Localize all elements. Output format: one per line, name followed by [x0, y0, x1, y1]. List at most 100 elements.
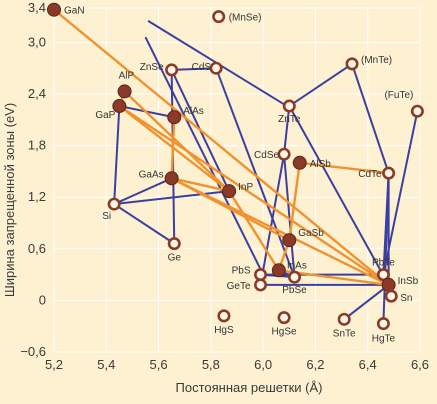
point-marker	[164, 171, 179, 186]
blue-link	[171, 67, 217, 71]
tick-labels: 5,2 5,4 5,6 5,8 6,0 6,2 6,4 6,6 3,4 3,0 2,4 1,8 1,2 0…	[20, 0, 429, 372]
point-marker	[167, 110, 182, 125]
point-label: AlAs	[183, 106, 204, 117]
point-marker	[288, 270, 302, 284]
point-marker	[167, 237, 181, 251]
point-marker	[254, 268, 268, 282]
point-marker	[254, 278, 268, 292]
point-label: Sn	[400, 293, 412, 304]
point-marker	[117, 84, 132, 99]
point-label: GeTe	[227, 281, 251, 292]
point-label: GaSb	[298, 228, 324, 239]
point-marker	[112, 99, 127, 114]
y-tick-label: 1,2	[28, 189, 46, 204]
x-tick-label: 6,2	[306, 357, 324, 372]
point-marker	[292, 155, 307, 170]
point-marker	[277, 147, 291, 161]
point-label: CdSe	[254, 150, 279, 161]
point-label: (MnSe)	[229, 13, 262, 24]
point-marker	[337, 312, 351, 326]
point-marker	[382, 166, 396, 180]
point-label: (MnTe)	[361, 55, 392, 66]
point-label: HgSe	[272, 327, 297, 338]
point-label: InSb	[398, 276, 419, 287]
data-points: GaN (MnSe) ZnSe CdS (MnTe) AlP ZnTe (FuTe) GaP Al…	[47, 2, 424, 345]
orange-link	[288, 162, 301, 241]
point-label: CdTe	[358, 169, 382, 180]
orange-link	[123, 90, 230, 193]
blue-link	[113, 177, 173, 205]
point-label: GaP	[95, 110, 115, 121]
blue-link	[351, 63, 390, 174]
point-marker	[410, 104, 424, 118]
y-axis-label: Ширина запрещенной зоны (eV)	[2, 103, 17, 297]
point-marker	[47, 2, 61, 17]
point-label: Si	[102, 211, 111, 222]
orange-link	[228, 190, 280, 271]
orange-link	[171, 177, 230, 193]
orange-link	[118, 105, 390, 286]
point-label: InAs	[287, 260, 307, 271]
x-tick-label: 5,2	[45, 357, 63, 372]
blue-link	[343, 284, 390, 321]
blue-link	[113, 203, 175, 245]
x-tick-label: 6,4	[359, 357, 377, 372]
point-label: GaAs	[139, 169, 164, 180]
point-marker	[277, 311, 291, 325]
point-label: AlSb	[310, 159, 332, 170]
point-label: CdS	[192, 62, 212, 73]
y-tick-label: 3,0	[28, 34, 46, 49]
point-label: (FuTe)	[384, 90, 413, 101]
point-label: AlP	[119, 70, 135, 81]
point-marker	[282, 99, 296, 113]
point-marker	[271, 263, 286, 278]
orange-link	[170, 117, 176, 179]
blue-link	[215, 67, 296, 278]
x-tick-label: 5,8	[202, 357, 220, 372]
point-marker	[107, 197, 121, 211]
point-label: ZnTe	[278, 114, 301, 125]
x-tick-label: 6,6	[411, 357, 429, 372]
orange-link	[118, 105, 230, 193]
point-marker	[165, 63, 179, 77]
point-label: SnTe	[333, 328, 356, 339]
blue-link	[288, 105, 390, 286]
point-label: HgS	[214, 325, 234, 336]
point-label: ZnSe	[140, 62, 164, 73]
point-label: Ge	[168, 253, 182, 264]
blue-link	[259, 154, 286, 286]
y-tick-label: 3,4	[28, 0, 46, 15]
orange-link	[299, 161, 389, 175]
point-marker	[381, 277, 396, 292]
y-tick-label: 0,6	[28, 241, 46, 256]
y-tick-label: 1,8	[28, 138, 46, 153]
y-tick-label: 2,4	[28, 86, 46, 101]
point-marker	[376, 317, 390, 331]
x-tick-label: 5,6	[150, 357, 168, 372]
point-marker	[209, 61, 223, 75]
point-label: PbS	[232, 266, 251, 277]
blue-link	[114, 190, 230, 206]
x-tick-label: 6,0	[254, 357, 272, 372]
x-axis-label: Постоянная решетки (Å)	[176, 380, 323, 395]
blue-link	[283, 154, 296, 278]
blue-link	[283, 105, 291, 155]
orange-link	[171, 177, 290, 242]
point-marker	[384, 289, 398, 303]
orange-link	[53, 8, 390, 286]
x-tick-label: 5,4	[97, 357, 115, 372]
point-marker	[282, 233, 297, 248]
point-label: PbSe	[282, 285, 307, 296]
y-tick-label: −0,6	[20, 344, 46, 359]
point-marker	[345, 57, 359, 71]
point-label: PbTe	[372, 258, 395, 269]
point-label: InP	[238, 182, 253, 193]
blue-diagonal-line	[144, 36, 265, 276]
point-marker	[212, 10, 226, 24]
blue-link	[113, 105, 121, 205]
y-tick-label: 0	[39, 292, 46, 307]
blue-link	[382, 173, 390, 324]
point-marker	[222, 184, 237, 199]
point-marker	[376, 268, 390, 282]
